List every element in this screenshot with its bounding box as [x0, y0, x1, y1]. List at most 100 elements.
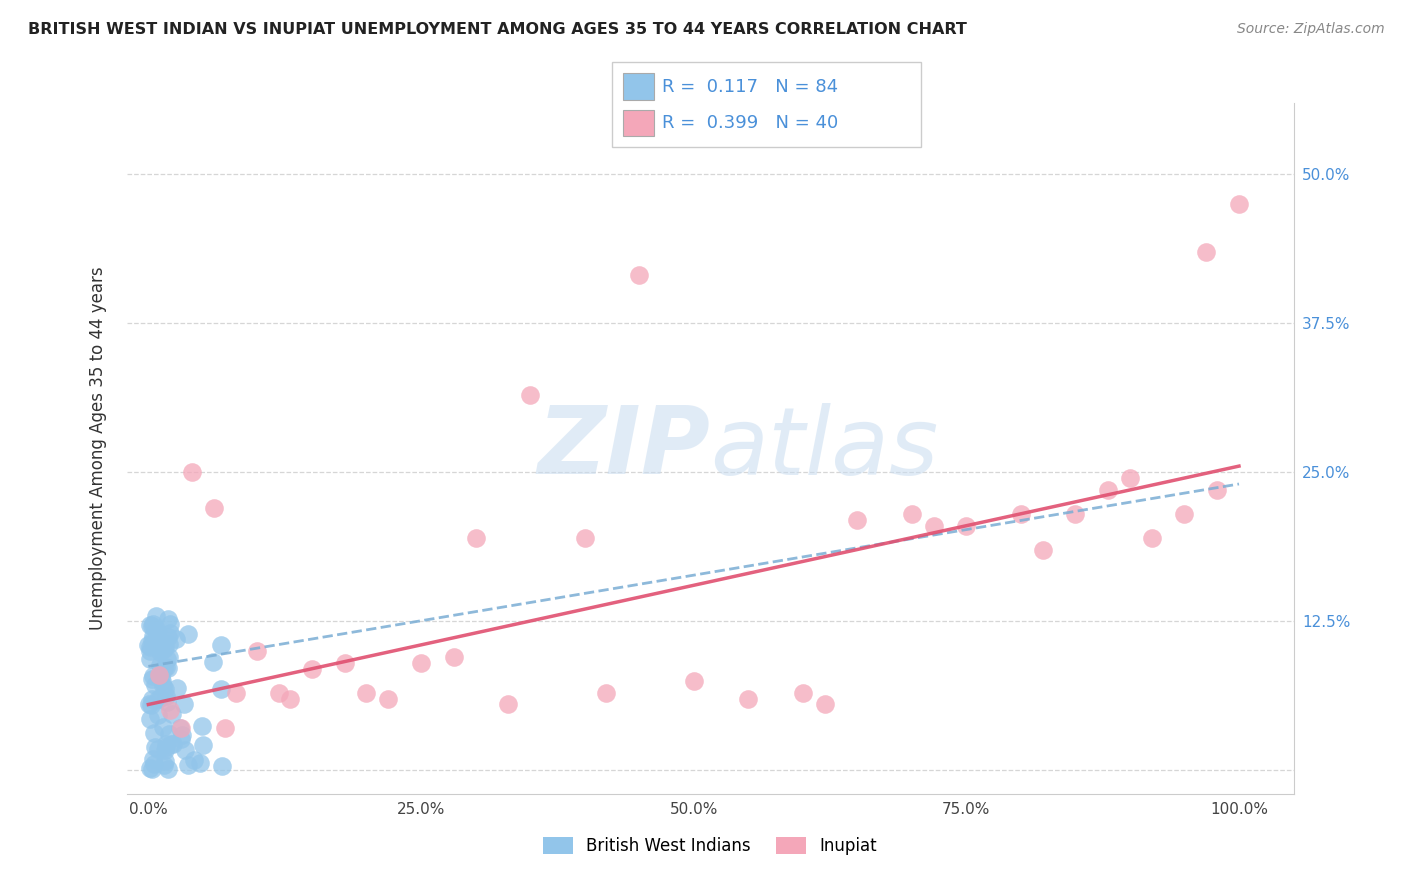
Point — [155, 660, 177, 674]
Point — [145, 640, 167, 654]
Point — [225, 685, 247, 699]
Point — [1195, 244, 1218, 259]
Point — [846, 513, 869, 527]
Point — [139, 712, 162, 726]
Point — [150, 673, 173, 688]
Point — [157, 762, 180, 776]
Point — [139, 640, 162, 654]
Point — [1206, 483, 1229, 497]
Point — [166, 681, 188, 695]
Point — [409, 656, 432, 670]
Point — [595, 685, 617, 699]
Point — [1173, 507, 1195, 521]
Point — [153, 640, 176, 654]
Point — [156, 651, 179, 665]
Point — [160, 706, 183, 721]
Point — [146, 742, 169, 756]
Point — [170, 732, 193, 747]
Point — [141, 619, 163, 633]
Point — [150, 670, 173, 684]
Legend: British West Indians, Inupiat: British West Indians, Inupiat — [537, 830, 883, 862]
Point — [174, 742, 197, 756]
Point — [443, 649, 465, 664]
Point — [143, 756, 166, 771]
Point — [145, 609, 167, 624]
Point — [211, 759, 233, 773]
Point — [142, 636, 165, 650]
Point — [139, 761, 162, 775]
Point — [160, 737, 183, 751]
Point — [148, 627, 170, 641]
Point — [209, 681, 232, 696]
Point — [148, 639, 170, 653]
Point — [141, 692, 163, 706]
Point — [156, 695, 179, 709]
Point — [170, 722, 193, 736]
Point — [333, 656, 356, 670]
Point — [922, 518, 945, 533]
Point — [165, 632, 187, 646]
Point — [191, 738, 214, 752]
Point — [574, 531, 596, 545]
Point — [301, 662, 323, 676]
Point — [159, 703, 181, 717]
Point — [139, 617, 162, 632]
Point — [1097, 483, 1119, 497]
Point — [628, 268, 651, 283]
Point — [159, 625, 181, 640]
Point — [682, 673, 704, 688]
Point — [155, 690, 177, 704]
Text: R =  0.117   N = 84: R = 0.117 N = 84 — [662, 78, 838, 95]
Text: atlas: atlas — [710, 402, 938, 494]
Point — [1032, 542, 1054, 557]
Point — [142, 752, 165, 766]
Point — [792, 685, 814, 699]
Point — [246, 644, 269, 658]
Point — [152, 720, 174, 734]
Point — [190, 756, 212, 770]
Point — [148, 707, 170, 722]
Point — [153, 661, 176, 675]
Point — [143, 740, 166, 755]
Point — [157, 630, 180, 644]
Point — [1227, 197, 1250, 211]
Point — [141, 762, 163, 776]
Point — [464, 531, 486, 545]
Point — [149, 691, 172, 706]
Point — [142, 617, 165, 632]
Text: Source: ZipAtlas.com: Source: ZipAtlas.com — [1237, 22, 1385, 37]
Point — [148, 669, 170, 683]
Point — [269, 685, 291, 699]
Point — [159, 617, 181, 632]
Point — [141, 672, 163, 686]
Point — [162, 737, 184, 751]
Point — [1140, 531, 1163, 545]
Point — [138, 638, 160, 652]
Point — [149, 641, 172, 656]
Point — [356, 685, 378, 699]
Point — [153, 642, 176, 657]
Point — [141, 634, 163, 648]
Point — [155, 737, 177, 751]
Point — [157, 612, 180, 626]
Point — [145, 678, 167, 692]
Point — [214, 722, 236, 736]
Point — [142, 629, 165, 643]
Point — [148, 667, 170, 681]
Text: ZIP: ZIP — [537, 402, 710, 494]
Point — [139, 652, 162, 666]
Point — [152, 757, 174, 772]
Point — [1064, 507, 1087, 521]
Point — [153, 755, 176, 769]
Point — [190, 719, 212, 733]
Point — [157, 727, 180, 741]
Point — [138, 697, 160, 711]
Point — [177, 757, 200, 772]
Point — [170, 728, 193, 742]
Point — [183, 753, 205, 767]
Point — [142, 668, 165, 682]
Point — [813, 698, 835, 712]
Point — [153, 743, 176, 757]
Point — [142, 725, 165, 739]
Point — [139, 643, 162, 657]
